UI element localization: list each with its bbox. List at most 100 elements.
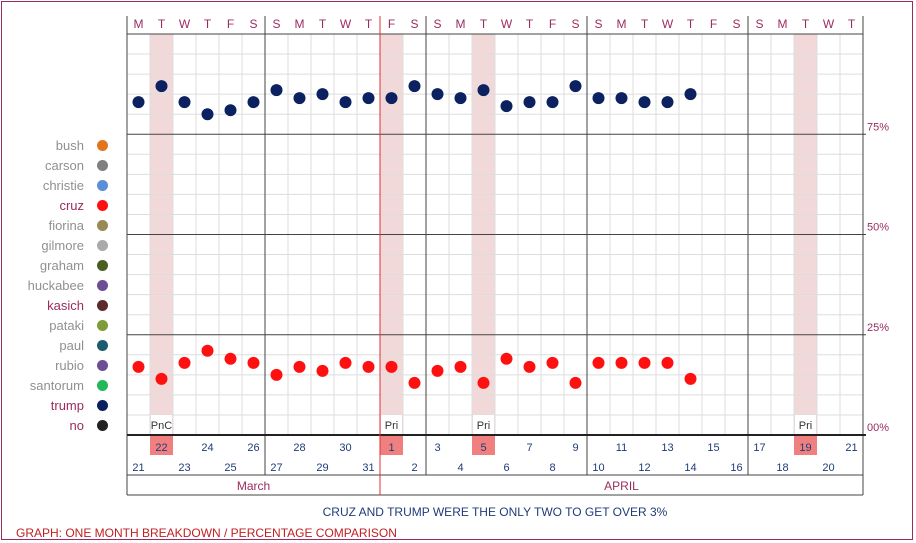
- legend-item-gilmore: gilmore: [0, 236, 112, 256]
- legend-item-fiorina: fiorina: [0, 216, 112, 236]
- data-point-trump: [224, 104, 237, 117]
- data-point-cruz: [638, 356, 651, 369]
- data-point-cruz: [454, 360, 467, 373]
- day-number-label: 25: [224, 462, 236, 474]
- legend-dot: [97, 160, 108, 171]
- day-number-label: 22: [155, 442, 167, 454]
- y-tick-label: 50%: [867, 222, 889, 234]
- legend-item-carson: carson: [0, 156, 112, 176]
- day-letter-label: M: [617, 17, 627, 31]
- event-label: PnC: [151, 420, 172, 432]
- day-letter-label: T: [319, 17, 327, 31]
- data-point-trump: [247, 96, 260, 109]
- data-point-trump: [270, 84, 283, 97]
- legend-label: gilmore: [41, 238, 84, 253]
- data-point-trump: [408, 80, 421, 93]
- event-label-bg: [151, 415, 172, 434]
- data-point-trump: [362, 92, 375, 105]
- legend-label: santorum: [29, 378, 84, 393]
- legend-dot: [97, 220, 108, 231]
- event-label-bg: [473, 415, 494, 434]
- day-letter-label: T: [526, 17, 534, 31]
- legend-label: trump: [50, 398, 84, 413]
- legend-label: fiorina: [48, 218, 84, 233]
- data-point-trump: [132, 96, 145, 109]
- legend-dot: [97, 360, 108, 371]
- legend-item-santorum: santorum: [0, 376, 112, 396]
- day-letter-label: S: [755, 17, 763, 31]
- day-letter-label: T: [480, 17, 488, 31]
- legend-dot: [97, 400, 108, 411]
- data-point-cruz: [293, 360, 306, 373]
- day-letter-label: T: [641, 17, 649, 31]
- data-point-trump: [592, 92, 605, 105]
- data-point-trump: [178, 96, 191, 109]
- y-tick-label: 00%: [867, 422, 889, 434]
- legend-label: pataki: [49, 318, 84, 333]
- day-number-label: 17: [753, 442, 765, 454]
- data-point-cruz: [546, 356, 559, 369]
- day-number-label: 4: [457, 462, 463, 474]
- day-number-label: 12: [638, 462, 650, 474]
- legend-dot: [97, 240, 108, 251]
- data-point-cruz: [684, 372, 697, 385]
- event-label: Pri: [385, 420, 398, 432]
- event-label: Pri: [799, 420, 812, 432]
- day-number-label: 21: [132, 462, 144, 474]
- legend: bush carson christie cruz fiorina gilmore grah…: [0, 0, 120, 543]
- legend-dot: [97, 280, 108, 291]
- data-point-trump: [454, 92, 467, 105]
- day-number-label: 3: [434, 442, 440, 454]
- legend-dot: [97, 180, 108, 191]
- day-number-label: 20: [822, 462, 834, 474]
- day-letter-label: T: [802, 17, 810, 31]
- legend-label: cruz: [59, 198, 84, 213]
- day-letter-label: W: [823, 17, 835, 31]
- data-point-cruz: [523, 360, 536, 373]
- event-date-highlight: [380, 435, 403, 455]
- day-letter-label: F: [227, 17, 234, 31]
- data-point-trump: [155, 80, 168, 93]
- data-point-trump: [385, 92, 398, 105]
- day-number-label: 7: [526, 442, 532, 454]
- legend-item-kasich: kasich: [0, 296, 112, 316]
- data-point-trump: [523, 96, 536, 109]
- legend-dot: [97, 320, 108, 331]
- day-number-label: 9: [572, 442, 578, 454]
- legend-item-trump: trump: [0, 396, 112, 416]
- day-number-label: 2: [411, 462, 417, 474]
- legend-dot: [97, 260, 108, 271]
- day-letter-label: S: [571, 17, 579, 31]
- legend-label: graham: [39, 258, 84, 273]
- data-point-trump: [615, 92, 628, 105]
- day-letter-label: F: [388, 17, 395, 31]
- day-letter-label: T: [365, 17, 373, 31]
- legend-dot: [97, 420, 108, 431]
- data-point-cruz: [569, 376, 582, 389]
- day-letter-label: F: [549, 17, 556, 31]
- data-point-cruz: [316, 364, 329, 377]
- day-letter-label: M: [778, 17, 788, 31]
- data-point-cruz: [132, 360, 145, 373]
- legend-item-no: no: [0, 416, 112, 436]
- day-letter-label: W: [501, 17, 513, 31]
- legend-item-bush: bush: [0, 136, 112, 156]
- day-letter-label: S: [594, 17, 602, 31]
- legend-dot: [97, 340, 108, 351]
- data-point-trump: [316, 88, 329, 101]
- day-letter-label: W: [662, 17, 674, 31]
- day-letter-label: M: [295, 17, 305, 31]
- legend-label: huckabee: [27, 278, 84, 293]
- event-date-highlight: [150, 435, 173, 455]
- day-letter-label: S: [732, 17, 740, 31]
- data-point-cruz: [155, 372, 168, 385]
- day-number-label: 31: [362, 462, 374, 474]
- data-point-cruz: [270, 368, 283, 381]
- data-point-trump: [477, 84, 490, 97]
- legend-label: no: [69, 418, 84, 433]
- data-point-trump: [201, 108, 214, 121]
- data-point-trump: [569, 80, 582, 93]
- day-letter-label: S: [249, 17, 257, 31]
- data-point-cruz: [477, 376, 490, 389]
